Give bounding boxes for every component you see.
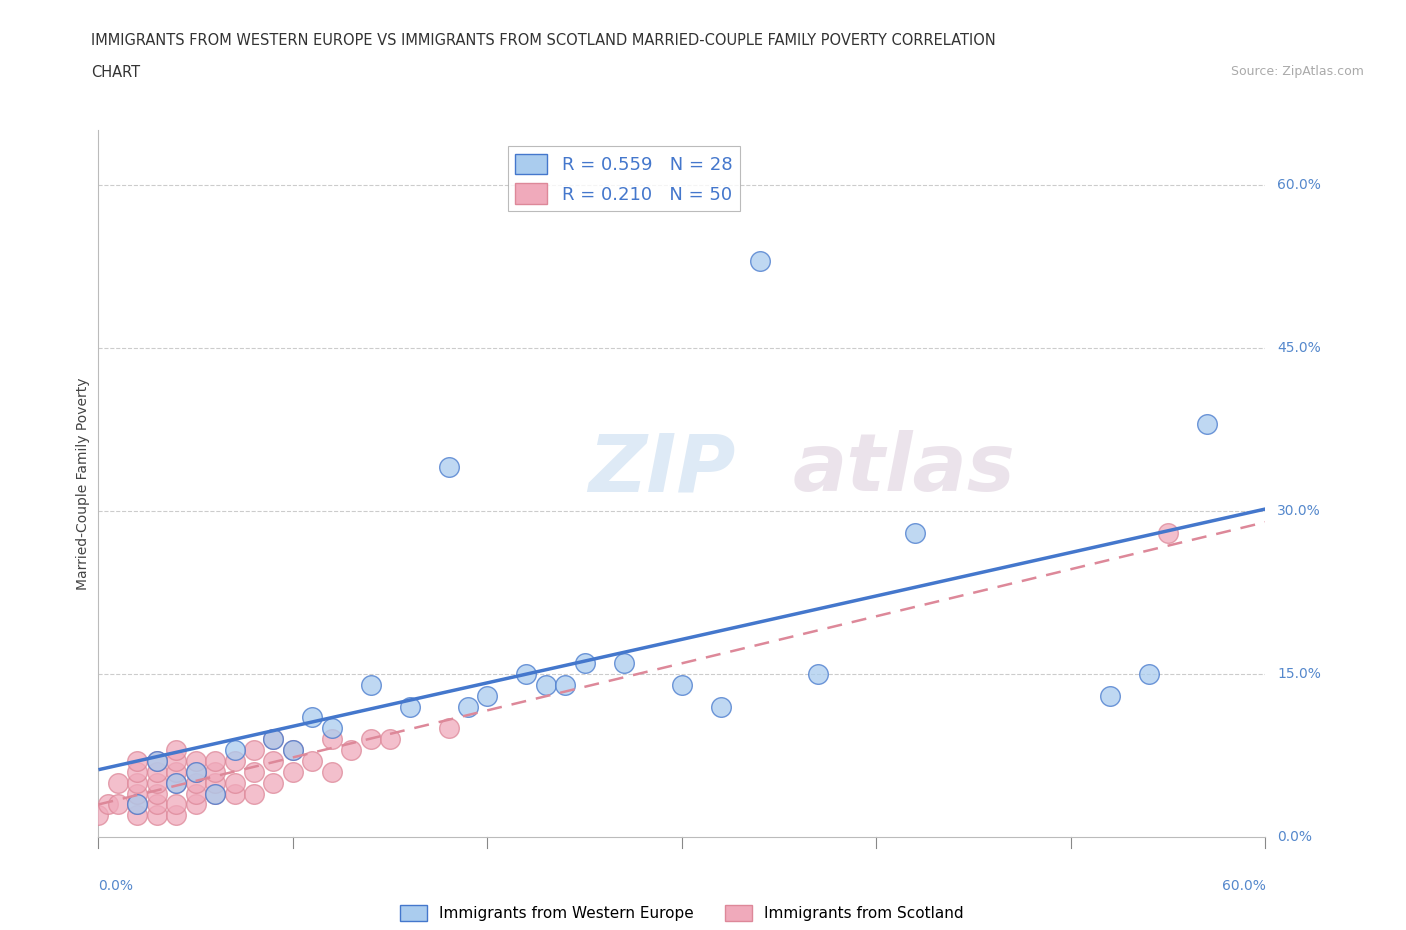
- Point: [243, 742, 266, 757]
- Text: 0.0%: 0.0%: [98, 880, 134, 894]
- Text: Source: ZipAtlas.com: Source: ZipAtlas.com: [1230, 65, 1364, 78]
- Point: [1098, 688, 1121, 703]
- Point: [146, 786, 169, 801]
- Point: [146, 776, 169, 790]
- Point: [748, 253, 770, 268]
- Point: [146, 808, 169, 823]
- Point: [127, 797, 149, 812]
- Point: [904, 525, 927, 540]
- Point: [224, 786, 246, 801]
- Point: [281, 742, 304, 757]
- Point: [243, 786, 266, 801]
- Point: [1195, 417, 1218, 432]
- Point: [184, 776, 207, 790]
- Point: [807, 667, 830, 682]
- Point: [107, 797, 129, 812]
- Point: [477, 688, 499, 703]
- Text: 45.0%: 45.0%: [1277, 340, 1320, 354]
- Point: [146, 764, 169, 779]
- Point: [146, 753, 169, 768]
- Point: [127, 753, 149, 768]
- Text: CHART: CHART: [91, 65, 141, 80]
- Point: [165, 742, 187, 757]
- Point: [165, 776, 187, 790]
- Point: [360, 677, 382, 692]
- Point: [360, 732, 382, 747]
- Point: [437, 459, 460, 474]
- Point: [534, 677, 557, 692]
- Point: [184, 764, 207, 779]
- Point: [321, 721, 343, 736]
- Point: [204, 786, 226, 801]
- Point: [437, 721, 460, 736]
- Point: [146, 797, 169, 812]
- Point: [97, 797, 120, 812]
- Point: [107, 776, 129, 790]
- Point: [262, 732, 284, 747]
- Point: [321, 732, 343, 747]
- Point: [262, 732, 284, 747]
- Text: atlas: atlas: [793, 431, 1015, 509]
- Text: IMMIGRANTS FROM WESTERN EUROPE VS IMMIGRANTS FROM SCOTLAND MARRIED-COUPLE FAMILY: IMMIGRANTS FROM WESTERN EUROPE VS IMMIGR…: [91, 33, 995, 47]
- Point: [87, 808, 110, 823]
- Point: [165, 797, 187, 812]
- Point: [301, 753, 323, 768]
- Point: [321, 764, 343, 779]
- Point: [204, 776, 226, 790]
- Legend: R = 0.559   N = 28, R = 0.210   N = 50: R = 0.559 N = 28, R = 0.210 N = 50: [508, 146, 740, 211]
- Point: [710, 699, 733, 714]
- Y-axis label: Married-Couple Family Poverty: Married-Couple Family Poverty: [76, 378, 90, 590]
- Point: [165, 764, 187, 779]
- Point: [184, 786, 207, 801]
- Point: [224, 753, 246, 768]
- Point: [184, 764, 207, 779]
- Point: [184, 753, 207, 768]
- Point: [301, 710, 323, 724]
- Point: [380, 732, 402, 747]
- Point: [1157, 525, 1180, 540]
- Point: [262, 753, 284, 768]
- Point: [165, 776, 187, 790]
- Point: [165, 753, 187, 768]
- Point: [127, 776, 149, 790]
- Point: [262, 776, 284, 790]
- Point: [515, 667, 537, 682]
- Text: 60.0%: 60.0%: [1277, 178, 1322, 192]
- Point: [204, 786, 226, 801]
- Point: [671, 677, 693, 692]
- Text: 60.0%: 60.0%: [1222, 880, 1265, 894]
- Point: [165, 808, 187, 823]
- Point: [281, 764, 304, 779]
- Point: [457, 699, 479, 714]
- Text: 0.0%: 0.0%: [1277, 830, 1312, 844]
- Point: [281, 742, 304, 757]
- Point: [127, 764, 149, 779]
- Point: [127, 797, 149, 812]
- Point: [224, 776, 246, 790]
- Point: [574, 656, 596, 671]
- Text: 30.0%: 30.0%: [1277, 504, 1320, 518]
- Point: [243, 764, 266, 779]
- Point: [340, 742, 363, 757]
- Point: [204, 753, 226, 768]
- Point: [204, 764, 226, 779]
- Point: [184, 797, 207, 812]
- Point: [554, 677, 576, 692]
- Text: 15.0%: 15.0%: [1277, 667, 1322, 681]
- Point: [127, 808, 149, 823]
- Point: [127, 786, 149, 801]
- Point: [146, 753, 169, 768]
- Point: [613, 656, 636, 671]
- Text: ZIP: ZIP: [589, 431, 735, 509]
- Point: [1137, 667, 1160, 682]
- Point: [398, 699, 420, 714]
- Point: [224, 742, 246, 757]
